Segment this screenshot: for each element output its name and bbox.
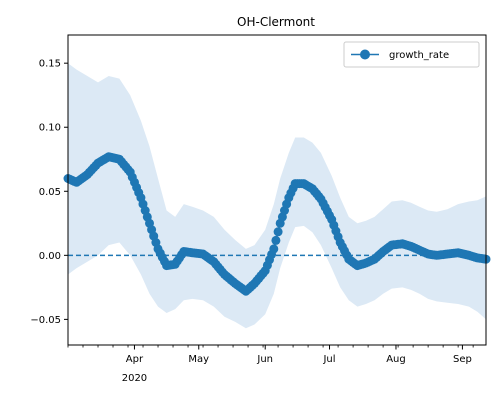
legend-label-growth-rate: growth_rate xyxy=(389,50,449,61)
chart-title: OH-Clermont xyxy=(237,15,315,29)
x-tick-label: Jun xyxy=(256,354,273,365)
x-year-label: 2020 xyxy=(122,373,147,384)
data-point xyxy=(273,227,283,237)
y-tick-label: 0.00 xyxy=(39,251,61,262)
legend-marker-swatch xyxy=(360,49,370,60)
plot-area xyxy=(63,63,491,329)
y-tick-label: 0.15 xyxy=(39,59,61,70)
x-tick-label: Jul xyxy=(322,354,335,365)
confidence-band xyxy=(68,63,486,329)
x-tick-label: Aug xyxy=(386,354,406,365)
y-tick-label: 0.10 xyxy=(39,123,61,134)
data-point xyxy=(269,244,279,254)
y-tick-label: −0.05 xyxy=(30,315,61,326)
x-tick-label: Sep xyxy=(453,354,472,365)
legend-box xyxy=(343,41,480,68)
x-tick-label: Apr xyxy=(126,354,144,365)
legend[interactable]: growth_rate xyxy=(343,41,480,68)
plot-frame xyxy=(67,34,487,346)
y-tick-label: 0.05 xyxy=(39,187,61,198)
data-point xyxy=(271,235,281,245)
x-tick-label: May xyxy=(188,354,209,365)
axes: −0.05 0.00 0.05 0.10 0.15 Apr May Jun Jul Aug Sep 2… xyxy=(30,59,474,384)
